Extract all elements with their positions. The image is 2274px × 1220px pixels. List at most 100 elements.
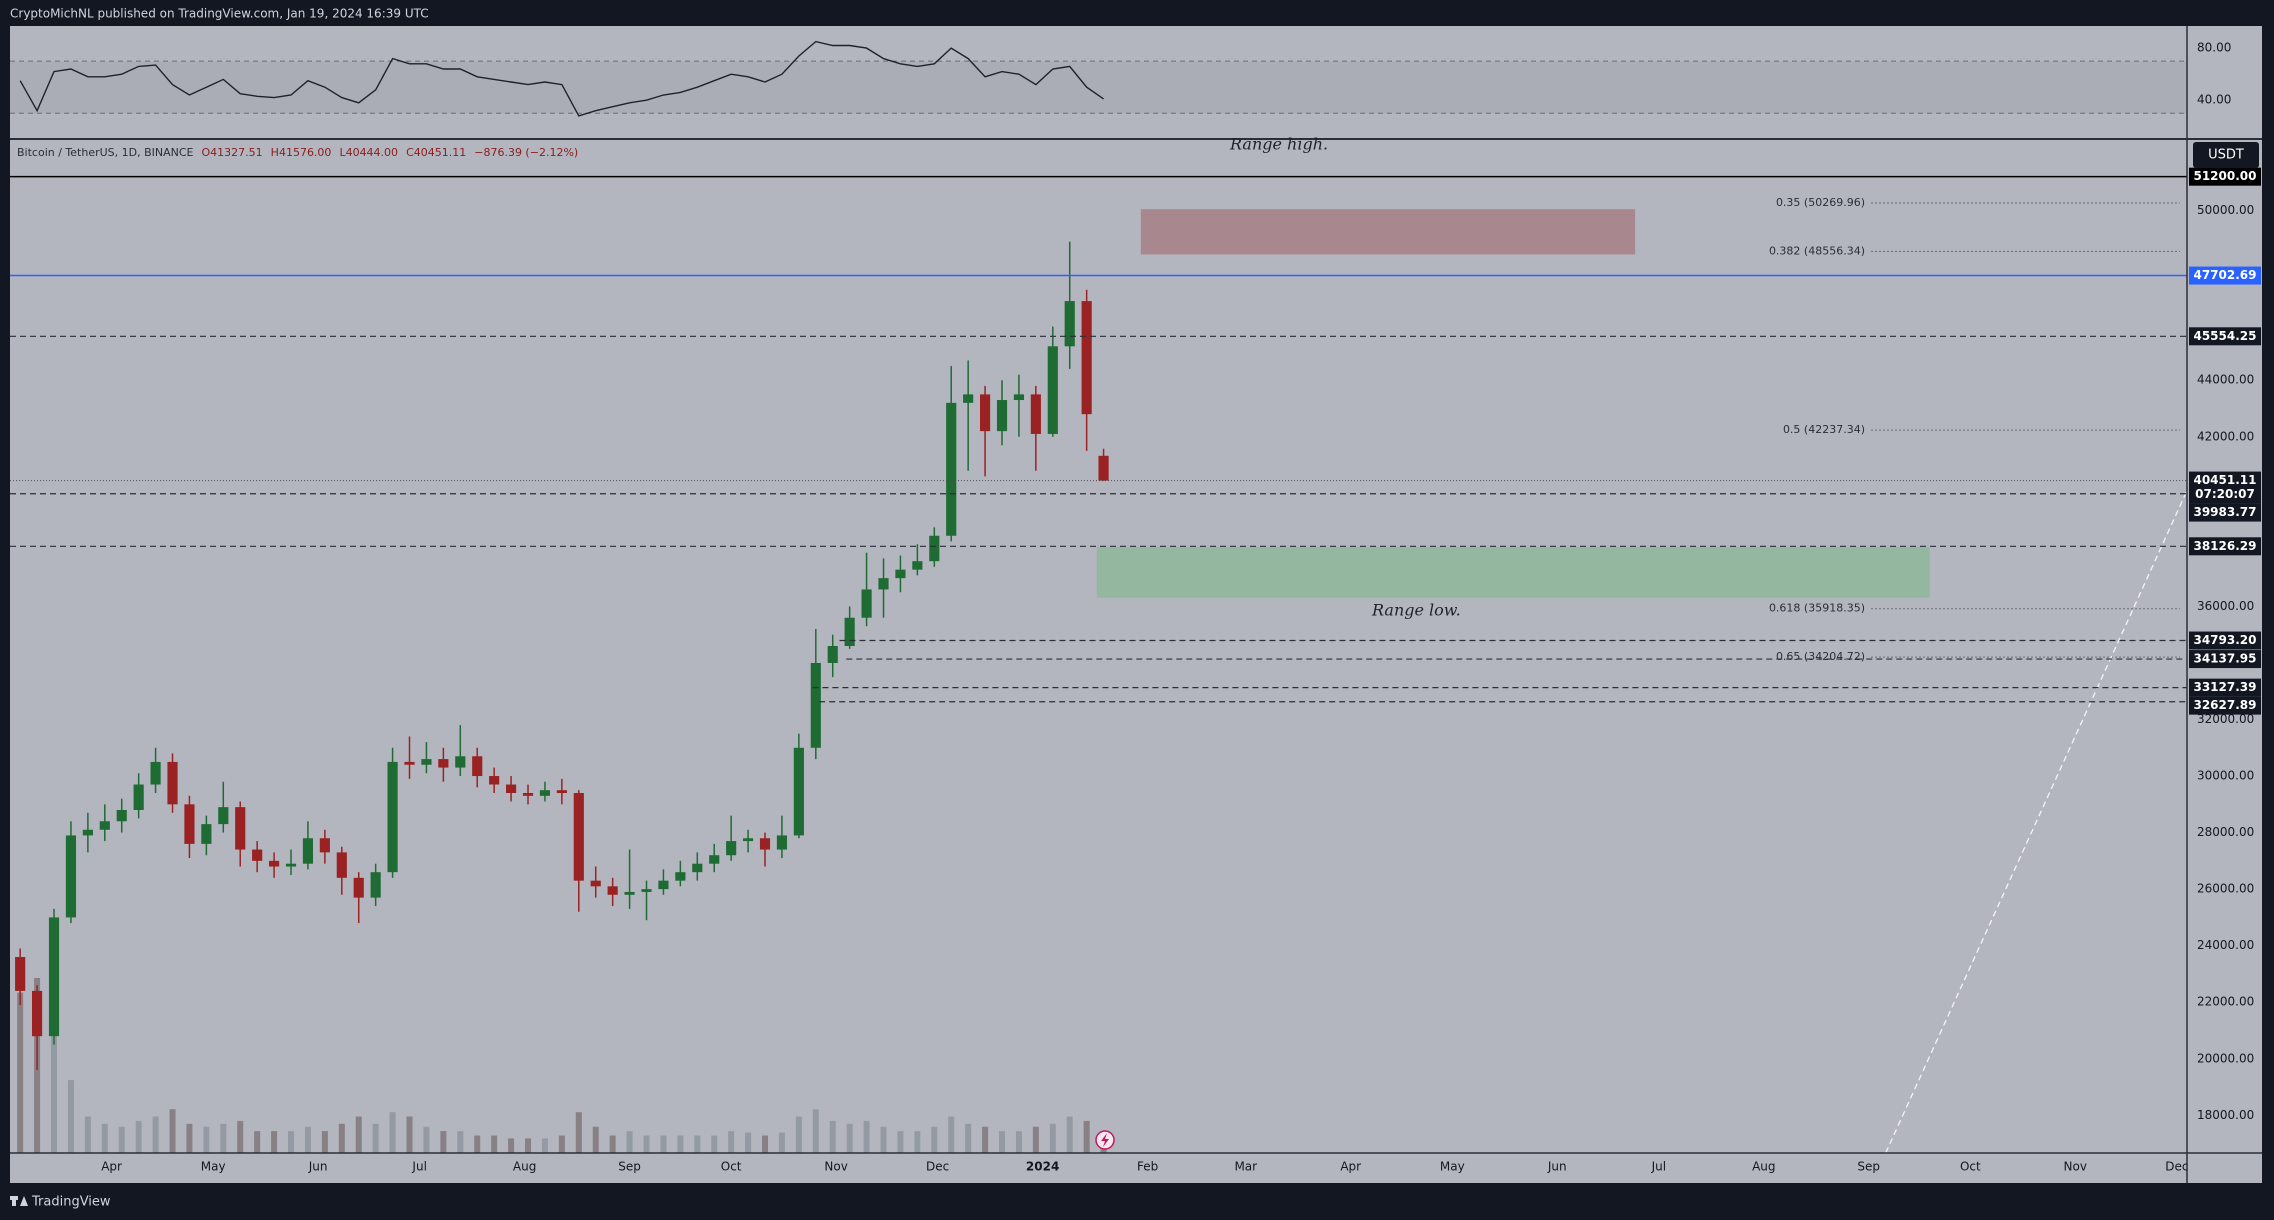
rsi-tick-label: 80.00 xyxy=(2197,41,2231,55)
candle-body xyxy=(522,793,534,796)
symbol: Bitcoin / TetherUS, 1D, BINANCE xyxy=(17,146,194,159)
y-tick-label: 50000.00 xyxy=(2197,203,2254,217)
candle-body xyxy=(963,394,974,403)
volume-bar xyxy=(711,1135,718,1153)
candle-body xyxy=(167,761,178,805)
x-tick-label: Jun xyxy=(308,1160,328,1174)
x-tick-label: Nov xyxy=(2064,1160,2087,1174)
volume-bar xyxy=(660,1135,667,1153)
price-label: 47702.69 xyxy=(2193,268,2256,282)
price-label-box xyxy=(2189,650,2261,669)
volume-bar xyxy=(406,1116,413,1153)
candle-body xyxy=(99,821,110,830)
fib-label: 0.35 (50269.96) xyxy=(1776,196,1865,209)
volume-bar xyxy=(288,1131,295,1153)
candle-body xyxy=(370,872,381,898)
volume-bar xyxy=(118,1126,125,1153)
candle-body xyxy=(793,747,804,836)
y-tick-label: 24000.00 xyxy=(2197,938,2254,952)
volume-bar xyxy=(965,1123,972,1153)
x-tick-label: Nov xyxy=(824,1160,847,1174)
volume-bar xyxy=(795,1116,802,1153)
price-label: 38126.29 xyxy=(2193,539,2256,553)
volume-bar xyxy=(355,1116,362,1153)
volume-bar xyxy=(1049,1123,1056,1153)
candle-body xyxy=(489,776,500,785)
footer-brand: TradingView xyxy=(31,1195,111,1210)
main-pane: 0.35 (50269.96) 0.382 (48556.34) 0.5 (4223… xyxy=(10,175,2187,1153)
price-label: 34793.20 xyxy=(2193,633,2256,647)
ohlc-value: −876.39 (−2.12%) xyxy=(474,146,578,159)
y-tick-label: 18000.00 xyxy=(2197,1108,2254,1122)
volume-bar xyxy=(169,1109,176,1153)
candle-body xyxy=(472,756,483,777)
y-tick-label: 22000.00 xyxy=(2197,995,2254,1009)
candle-body xyxy=(336,852,347,878)
volume-bar xyxy=(812,1109,819,1153)
candle-body xyxy=(218,807,229,825)
x-tick-label: May xyxy=(201,1160,226,1174)
y-tick-label: 32000.00 xyxy=(2197,712,2254,726)
x-tick-label: Dec xyxy=(2165,1160,2188,1174)
candle-body xyxy=(184,804,195,844)
events-icon-bolt xyxy=(1101,1133,1109,1147)
price-label-box xyxy=(2189,167,2261,186)
candle-body xyxy=(810,662,821,748)
volume-bar xyxy=(237,1120,244,1153)
candle-body xyxy=(709,855,720,864)
volume-bar xyxy=(897,1131,904,1153)
zone xyxy=(1140,209,1636,255)
candle-body xyxy=(878,578,889,590)
rsi-line xyxy=(19,40,1104,117)
fib-label: 0.382 (48556.34) xyxy=(1769,244,1865,257)
candle-body xyxy=(692,863,703,873)
y-tick-label: 26000.00 xyxy=(2197,882,2254,896)
candle-body xyxy=(556,790,567,794)
volume-bar xyxy=(67,1080,74,1153)
currency-button[interactable] xyxy=(2193,142,2259,168)
y-tick-label: 36000.00 xyxy=(2197,599,2254,613)
volume-bar xyxy=(863,1120,870,1153)
y-tick-label: 20000.00 xyxy=(2197,1051,2254,1065)
x-tick-label: Jul xyxy=(1651,1160,1666,1174)
candle-body xyxy=(759,838,771,850)
candle-body xyxy=(980,394,991,432)
candle-body xyxy=(895,569,906,579)
price-label: 32627.89 xyxy=(2193,698,2256,712)
y-tick-label: 42000.00 xyxy=(2197,429,2254,443)
candle-body xyxy=(1013,394,1025,401)
volume-bar xyxy=(135,1120,142,1153)
rsi-pane xyxy=(10,40,2187,117)
candle-body xyxy=(32,990,43,1037)
candle-body xyxy=(912,561,923,570)
candle-body xyxy=(1030,394,1041,434)
candle-body xyxy=(1081,301,1092,415)
volume-bar xyxy=(829,1120,836,1153)
candle-body xyxy=(82,829,93,836)
candle-body xyxy=(506,784,517,794)
volume-bar xyxy=(84,1116,91,1153)
x-tick-label: Feb xyxy=(1137,1160,1158,1174)
candle-body xyxy=(285,863,297,867)
rsi-tick-label: 40.00 xyxy=(2197,93,2231,107)
candle-body xyxy=(269,860,280,867)
volume-bar xyxy=(491,1135,498,1153)
x-tick-label: Jun xyxy=(1547,1160,1567,1174)
candle-body xyxy=(353,877,364,898)
x-tick-label: Aug xyxy=(1752,1160,1775,1174)
candle-body xyxy=(319,838,330,853)
candle-body xyxy=(641,889,652,892)
candle-body xyxy=(65,835,77,918)
volume-bar xyxy=(457,1131,464,1153)
candle-body xyxy=(743,838,754,842)
zone xyxy=(1096,546,1930,598)
candle-body xyxy=(1047,346,1058,434)
candle-body xyxy=(776,835,788,850)
volume-bar xyxy=(101,1123,108,1153)
publish-info: CryptoMichNL published on TradingView.co… xyxy=(10,7,429,21)
price-label-box xyxy=(2189,537,2261,556)
price-label: 39983.77 xyxy=(2193,505,2256,519)
candle-body xyxy=(455,756,466,768)
volume-bar xyxy=(1015,1131,1022,1153)
volume-bar xyxy=(271,1131,278,1153)
